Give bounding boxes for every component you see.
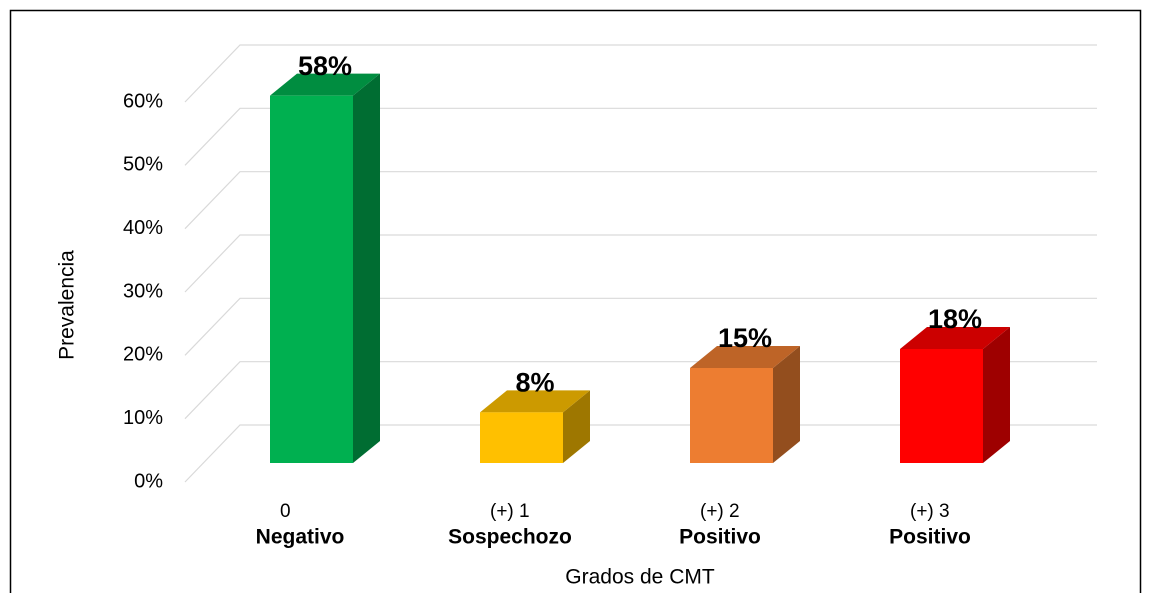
y-tick-label: 60%: [123, 90, 163, 112]
value-label: 8%: [515, 367, 554, 397]
x-tick-sublabel: Negativo: [256, 526, 345, 549]
grid-line: [184, 234, 1097, 293]
bar: [480, 412, 563, 463]
y-tick-label: 0%: [134, 470, 163, 492]
bar-side: [353, 73, 380, 464]
bar: [900, 349, 983, 463]
value-label: 15%: [718, 323, 772, 353]
bar-top: [900, 327, 1010, 349]
bar-top: [270, 73, 380, 96]
x-tick-label: (+) 2: [700, 501, 740, 522]
x-tick-label: 0: [280, 501, 291, 522]
bar-side: [983, 327, 1010, 463]
y-tick-label: 50%: [123, 154, 163, 176]
x-tick-sublabel: Positivo: [889, 526, 971, 549]
bar-side: [773, 346, 800, 463]
grid-line: [184, 171, 1097, 230]
y-tick-label: 40%: [123, 217, 163, 239]
bar: [690, 368, 773, 463]
y-tick-label: 20%: [123, 344, 163, 366]
x-tick-label: (+) 1: [490, 501, 530, 522]
x-tick-sublabel: Sospechozo: [448, 526, 572, 549]
frame: [9, 9, 1142, 598]
bar-side: [563, 390, 590, 463]
grid-line: [184, 424, 1097, 483]
bar-top: [690, 346, 800, 368]
grid-line: [184, 297, 1097, 356]
value-label: 18%: [928, 304, 982, 334]
bar-top: [480, 390, 590, 413]
x-axis-title: Grados de CMT: [565, 566, 715, 589]
grid-line: [184, 44, 1097, 103]
y-tick-label: 10%: [123, 407, 163, 429]
grid-line: [184, 361, 1097, 420]
x-tick-sublabel: Positivo: [679, 526, 761, 549]
x-tick-label: (+) 3: [910, 501, 950, 522]
grid-line: [184, 107, 1097, 166]
bar: [270, 95, 353, 464]
y-tick-label: 30%: [123, 280, 163, 302]
value-label: 58%: [298, 51, 352, 81]
y-axis-title: Prevalencia: [56, 250, 79, 360]
